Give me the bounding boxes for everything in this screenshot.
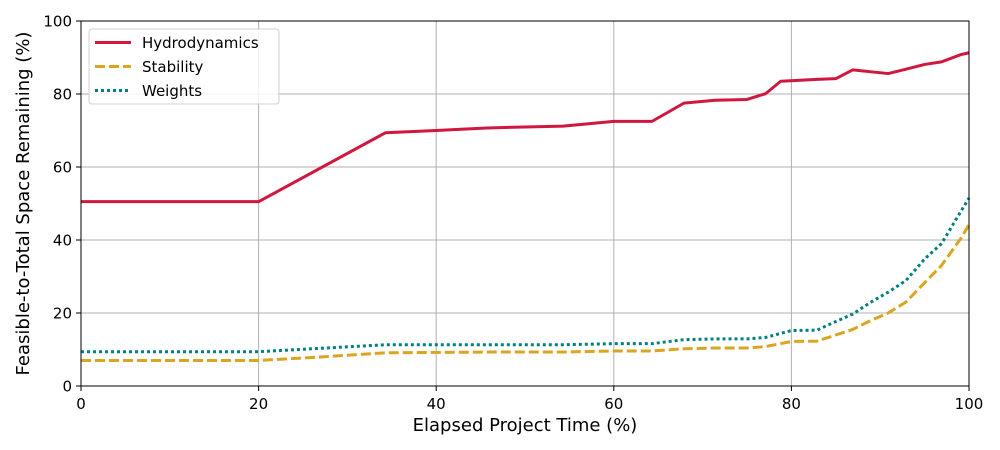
y-tick-label: 60 [53, 159, 72, 177]
y-tick-label: 40 [53, 232, 72, 250]
x-tick-label: 0 [76, 395, 86, 413]
axis-ticks: 0 20 40 60 80 100 0 20 40 60 80 100 [43, 13, 983, 414]
y-axis-title: Feasible-to-Total Space Remaining (%) [13, 32, 34, 376]
series-lines [81, 51, 971, 362]
legend-entry: Weights [95, 82, 202, 100]
x-tick-label: 40 [427, 395, 446, 413]
y-tick-label: 0 [62, 378, 72, 396]
x-tick-label: 20 [249, 395, 268, 413]
plot-frame [80, 20, 970, 387]
x-tick-label: 100 [955, 395, 984, 413]
x-axis-title: Elapsed Project Time (%) [413, 415, 638, 436]
legend-label: Stability [142, 58, 204, 76]
y-tick-label: 100 [43, 13, 72, 31]
legend: Hydrodynamics Stability Weights [88, 28, 280, 105]
legend-entry: Stability [95, 58, 204, 76]
y-tick-label: 80 [53, 86, 72, 104]
y-tick-label: 20 [53, 305, 72, 323]
series-line-hydrodynamics [81, 51, 970, 204]
legend-entry: Hydrodynamics [95, 34, 259, 52]
x-tick-label: 80 [782, 395, 801, 413]
legend-box [88, 28, 280, 105]
legend-label: Hydrodynamics [142, 34, 259, 52]
series-line-stability [81, 223, 971, 362]
legend-label: Weights [142, 82, 202, 100]
series-line-weights [81, 197, 971, 354]
x-tick-label: 60 [604, 395, 623, 413]
